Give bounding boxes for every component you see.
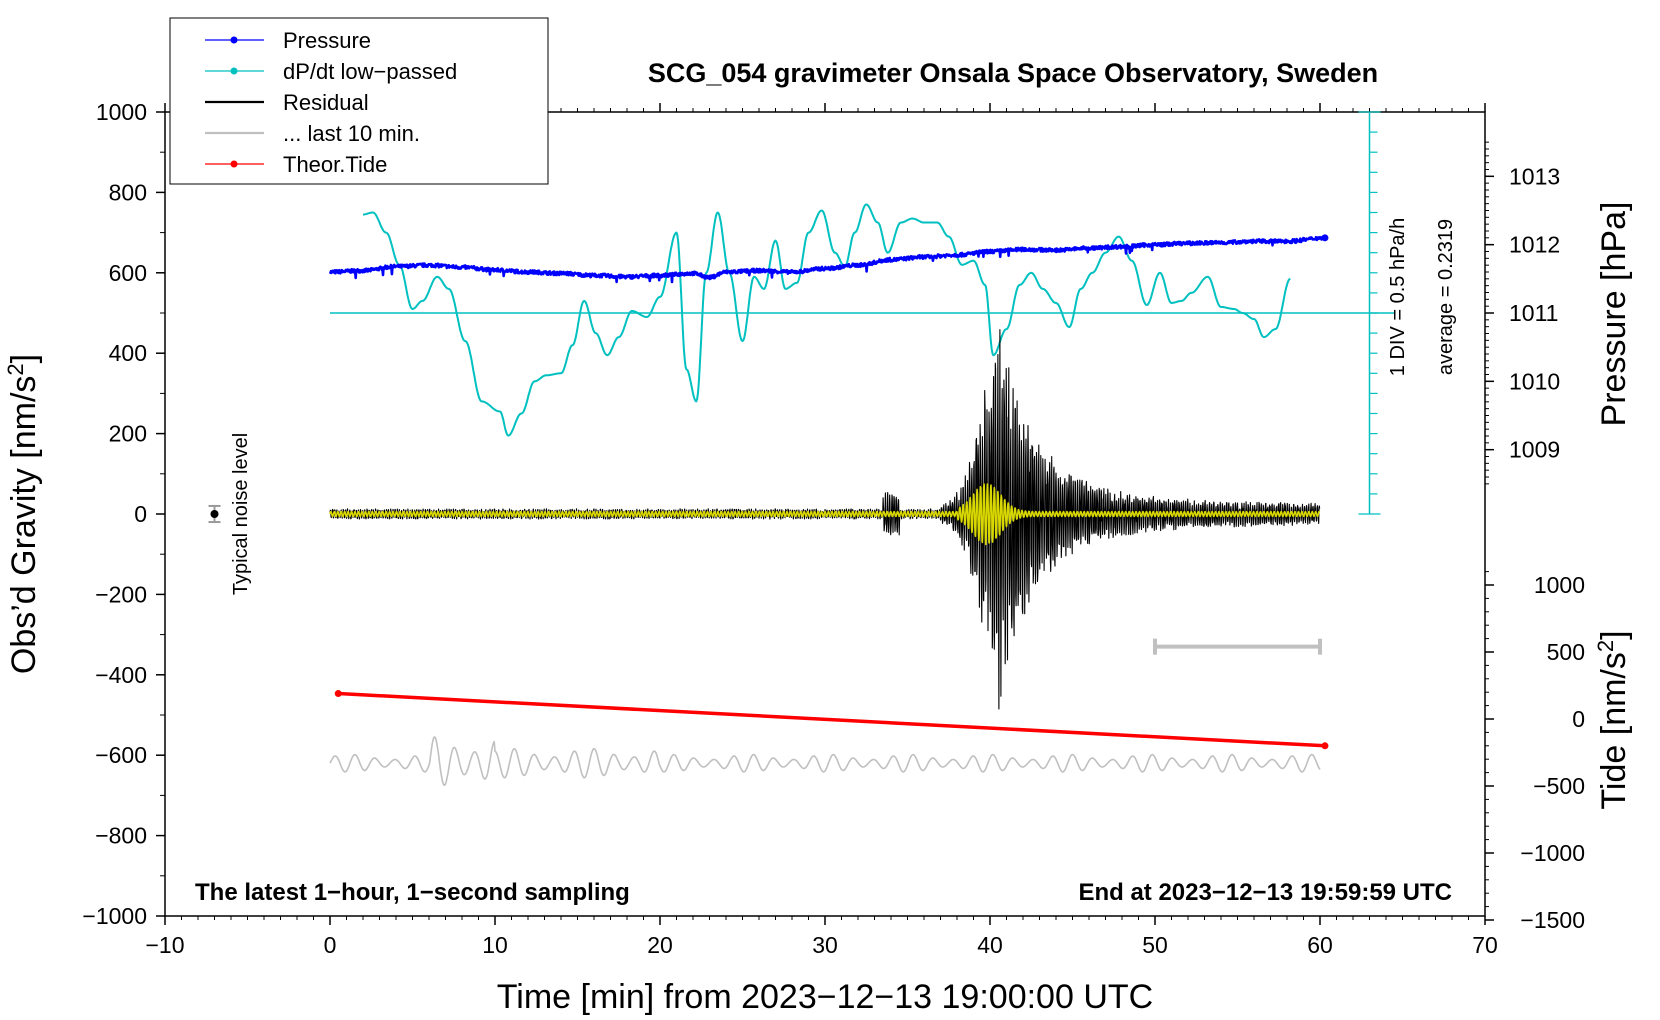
legend-dot-dpdt bbox=[230, 67, 238, 75]
tide-line bbox=[338, 691, 1326, 748]
x-tick-label: −10 bbox=[145, 932, 184, 958]
tide-tick-label: −1000 bbox=[1520, 840, 1585, 866]
x-tick-label: 50 bbox=[1142, 932, 1168, 958]
legend-label-last10: ... last 10 min. bbox=[283, 121, 420, 146]
y-tick-label: 800 bbox=[109, 179, 147, 205]
axis-ticks: −10 0 10 20 30 40 50 60 70 −1000 −800 −600 −400 −200 0… bbox=[82, 99, 1585, 958]
pressure-axis-label: Pressure [hPa] bbox=[1595, 202, 1633, 427]
y-tick-label: −600 bbox=[95, 742, 147, 768]
y-tick-label: −800 bbox=[95, 823, 147, 849]
pressure-line bbox=[328, 235, 1326, 284]
legend-entry-tide: Theor.Tide bbox=[205, 152, 387, 177]
footer-right: End at 2023−12−13 19:59:59 UTC bbox=[1078, 879, 1452, 906]
legend-entry-pressure: Pressure bbox=[205, 28, 371, 53]
legend-entry-last10: ... last 10 min. bbox=[205, 121, 420, 146]
dpdt-div-label: 1 DIV = 0.5 hPa/h bbox=[1387, 218, 1409, 376]
x-tick-label: 30 bbox=[812, 932, 838, 958]
dpdt-line bbox=[362, 203, 1291, 437]
x-tick-label: 10 bbox=[482, 932, 508, 958]
legend-label-residual: Residual bbox=[283, 90, 369, 115]
tide-tick-label: 1000 bbox=[1534, 572, 1585, 598]
legend-label-tide: Theor.Tide bbox=[283, 152, 387, 177]
y-tick-label: 600 bbox=[109, 260, 147, 286]
chart-title: SCG_054 gravimeter Onsala Space Observat… bbox=[648, 58, 1378, 88]
legend-entry-dpdt: dP/dt low−passed bbox=[205, 59, 457, 84]
tide-axis-label: Tide [nm/s2] bbox=[1593, 630, 1633, 809]
tide-tick-label: 500 bbox=[1547, 639, 1585, 665]
noise-point bbox=[210, 510, 219, 518]
pressure-tick-label: 1010 bbox=[1509, 368, 1560, 394]
y-tick-label: 0 bbox=[134, 501, 147, 527]
tide-tick-label: −500 bbox=[1533, 773, 1585, 799]
dpdt-average-label: average = 0.2319 bbox=[1435, 219, 1457, 375]
legend-dot-pressure bbox=[230, 36, 238, 44]
legend-dot-tide bbox=[230, 160, 238, 168]
marks-layer bbox=[208, 504, 1322, 655]
pressure-tick-label: 1009 bbox=[1509, 437, 1560, 463]
left-axis-label: Obs’d Gravity [nm/s2] bbox=[3, 354, 43, 674]
tide-start-dot bbox=[334, 690, 342, 698]
legend: Pressure dP/dt low−passed Residual ... l… bbox=[169, 17, 549, 185]
y-tick-label: 200 bbox=[109, 421, 147, 447]
pressure-end-dot bbox=[1321, 234, 1329, 242]
series-layer bbox=[328, 111, 1395, 786]
y-tick-label: −1000 bbox=[82, 903, 147, 929]
tide-end-dot bbox=[1321, 742, 1329, 750]
y-tick-label: 400 bbox=[109, 340, 147, 366]
x-tick-label: 0 bbox=[324, 932, 337, 958]
x-tick-label: 40 bbox=[977, 932, 1003, 958]
y-tick-label: 1000 bbox=[96, 99, 147, 125]
x-tick-label: 70 bbox=[1472, 932, 1498, 958]
legend-entry-residual: Residual bbox=[205, 90, 369, 115]
x-axis-label: Time [min] from 2023−12−13 19:00:00 UTC bbox=[497, 978, 1153, 1016]
legend-label-pressure: Pressure bbox=[283, 28, 371, 53]
tide-tick-label: 0 bbox=[1572, 706, 1585, 732]
y-tick-label: −200 bbox=[95, 581, 147, 607]
filtered-residual-line bbox=[329, 483, 1321, 546]
pressure-tick-label: 1013 bbox=[1509, 163, 1560, 189]
pressure-tick-label: 1011 bbox=[1509, 300, 1558, 326]
y-tick-label: −400 bbox=[95, 662, 147, 688]
x-tick-label: 20 bbox=[647, 932, 673, 958]
footer-left: The latest 1−hour, 1−second sampling bbox=[195, 879, 630, 906]
last10-line bbox=[329, 736, 1321, 786]
noise-label: Typical noise level bbox=[230, 433, 252, 595]
residual-line bbox=[329, 329, 1321, 710]
tide-tick-label: −1500 bbox=[1520, 907, 1585, 933]
x-tick-label: 60 bbox=[1307, 932, 1333, 958]
legend-label-dpdt: dP/dt low−passed bbox=[283, 59, 457, 84]
pressure-tick-label: 1012 bbox=[1509, 232, 1560, 258]
